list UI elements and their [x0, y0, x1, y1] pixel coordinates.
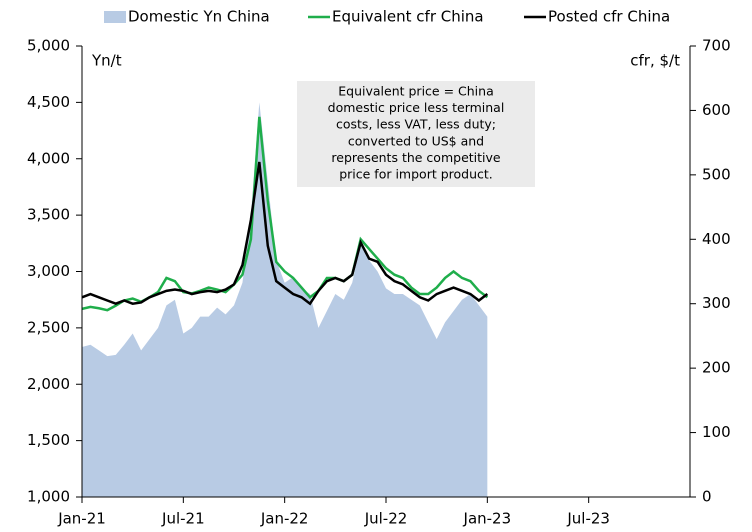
annotation-line: costs, less VAT, less duty; — [336, 117, 496, 132]
y2-tick-label: 200 — [702, 359, 731, 377]
legend-swatch — [104, 11, 126, 23]
y-tick-label: 4,000 — [27, 149, 70, 167]
annotation-box — [297, 81, 535, 187]
annotation-line: represents the competitive — [331, 150, 501, 165]
y-tick-label: 3,500 — [27, 206, 70, 224]
x-tick-label: Jan-23 — [463, 510, 512, 528]
y-tick-label: 2,500 — [27, 318, 70, 336]
x-tick-label: Jul-23 — [566, 510, 610, 528]
y-tick-label: 1,500 — [27, 431, 70, 449]
y2-tick-label: 700 — [702, 37, 731, 55]
y2-tick-label: 400 — [702, 230, 731, 248]
annotation-line: converted to US$ and — [348, 133, 484, 148]
y2-tick-label: 0 — [702, 488, 712, 506]
legend-label: Equivalent cfr China — [332, 8, 484, 26]
y-tick-label: 5,000 — [27, 37, 70, 55]
y2-tick-label: 500 — [702, 165, 731, 183]
area — [82, 102, 488, 497]
y2-tick-label: 600 — [702, 101, 731, 119]
y2-tick-label: 100 — [702, 423, 731, 441]
legend-label: Posted cfr China — [548, 8, 670, 26]
y-tick-label: 2,000 — [27, 375, 70, 393]
y-tick-label: 1,000 — [27, 488, 70, 506]
annotation-line: Equivalent price = China — [338, 84, 493, 99]
x-tick-label: Jul-22 — [364, 510, 408, 528]
line — [81, 161, 489, 306]
legend-label: Domestic Yn China — [128, 8, 270, 26]
x-tick-label: Jan-22 — [260, 510, 309, 528]
x-tick-label: Jan-21 — [57, 510, 106, 528]
x-tick-label: Jul-21 — [161, 510, 205, 528]
y-tick-label: 3,000 — [27, 262, 70, 280]
annotation-line: price for import product. — [339, 167, 493, 182]
y-tick-label: 4,500 — [27, 93, 70, 111]
y2-tick-label: 300 — [702, 294, 731, 312]
y2-axis-label: cfr, $/t — [630, 52, 680, 70]
y-axis-label: Yn/t — [91, 52, 122, 70]
annotation-line: domestic price less terminal — [328, 100, 505, 115]
